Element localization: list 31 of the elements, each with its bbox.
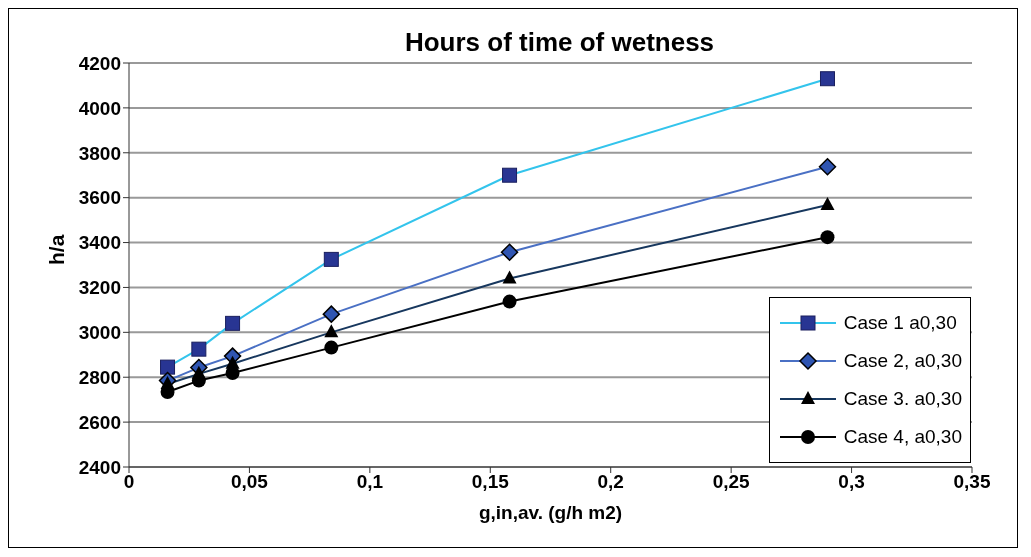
y-tick-label: 3000 [78, 322, 121, 344]
point [324, 340, 339, 355]
x-tick-label: 0,1 [356, 471, 384, 493]
y-tick-label: 2600 [78, 411, 121, 433]
x-axis-title: g,in,av. (g/h m2) [478, 502, 623, 523]
legend-label: Case 4, a0,30 [843, 426, 962, 448]
legend-label: Case 3. a0,30 [843, 388, 962, 410]
chart-title: Hours of time of wetness [403, 27, 716, 58]
point [500, 243, 519, 261]
y-axis-title: h/a [45, 234, 69, 265]
y-tick-label: 4000 [78, 97, 121, 119]
y-tick-label: 2800 [78, 366, 121, 388]
point [322, 305, 341, 323]
y-tick-label: 2400 [78, 456, 121, 478]
point [818, 157, 837, 176]
x-tick-label: 0,35 [953, 471, 991, 493]
x-tick-label: 0,15 [471, 471, 510, 493]
x-tick-label: 0,25 [712, 471, 751, 493]
point [502, 294, 517, 309]
x-tick-label: 0,05 [230, 471, 269, 493]
y-tick-label: 4200 [78, 52, 121, 74]
legend-label: Case 1 a0,30 [843, 312, 957, 334]
y-tick-label: 3600 [78, 187, 121, 209]
point [820, 230, 835, 245]
x-tick-label: 0,3 [838, 471, 865, 493]
y-tick-label: 3200 [78, 277, 121, 299]
x-tick-label: 0,2 [597, 471, 624, 493]
y-tick-label: 3400 [78, 232, 121, 254]
x-tick-label: 0 [123, 471, 135, 493]
y-tick-label: 3800 [78, 142, 121, 164]
legend-label: Case 2, a0,30 [843, 350, 962, 372]
